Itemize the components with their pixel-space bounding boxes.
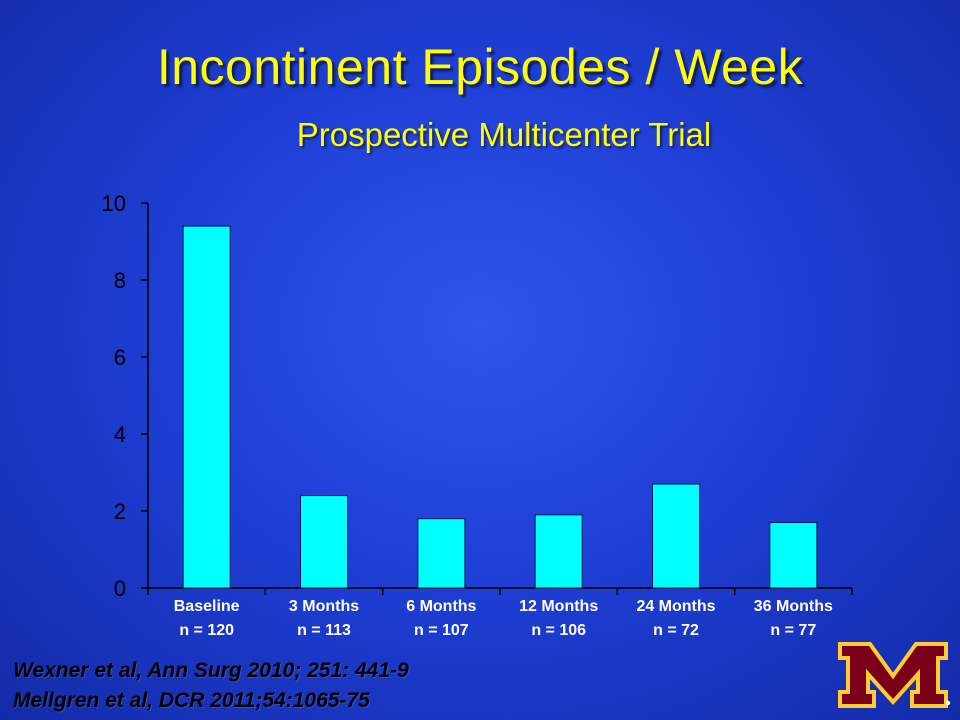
- bar-4: [652, 483, 700, 589]
- y-tick-label: 0: [114, 576, 126, 601]
- sample-size-label: n = 113: [297, 622, 351, 639]
- sample-size-label: n = 106: [531, 622, 586, 639]
- category-label: 36 Months: [754, 598, 833, 615]
- category-label: 24 Months: [636, 598, 715, 615]
- university-m-logo: [838, 642, 951, 708]
- bar-0: [182, 225, 231, 589]
- slide-title: Incontinent Episodes / Week: [156, 39, 804, 95]
- y-tick-label: 8: [114, 268, 126, 293]
- reference-2: Mellgren et al, DCR 2011;54:1065-75: [13, 689, 370, 712]
- y-tick-label: 6: [114, 345, 126, 370]
- bar-5: [769, 522, 818, 589]
- sample-size-label: n = 77: [770, 622, 816, 639]
- category-label: 6 Months: [406, 598, 476, 615]
- category-label: Baseline: [174, 598, 240, 615]
- bar-1: [300, 495, 348, 589]
- bar-2: [417, 518, 466, 589]
- y-tick-label: 4: [114, 422, 126, 447]
- slide-subtitle: Prospective Multicenter Trial: [296, 116, 712, 153]
- sample-size-label: n = 107: [414, 622, 469, 639]
- bar-3: [534, 514, 583, 589]
- sample-size-label: n = 72: [653, 622, 699, 639]
- reference-1: Wexner et al, Ann Surg 2010; 251: 441-9: [13, 659, 409, 682]
- category-label: 3 Months: [289, 598, 359, 615]
- sample-size-label: n = 120: [179, 622, 234, 639]
- category-label: 12 Months: [519, 598, 598, 615]
- references: Wexner et al, Ann Surg 2010; 251: 441-9 …: [13, 656, 409, 716]
- y-tick-label: 2: [114, 499, 126, 524]
- y-tick-label: 10: [102, 191, 126, 216]
